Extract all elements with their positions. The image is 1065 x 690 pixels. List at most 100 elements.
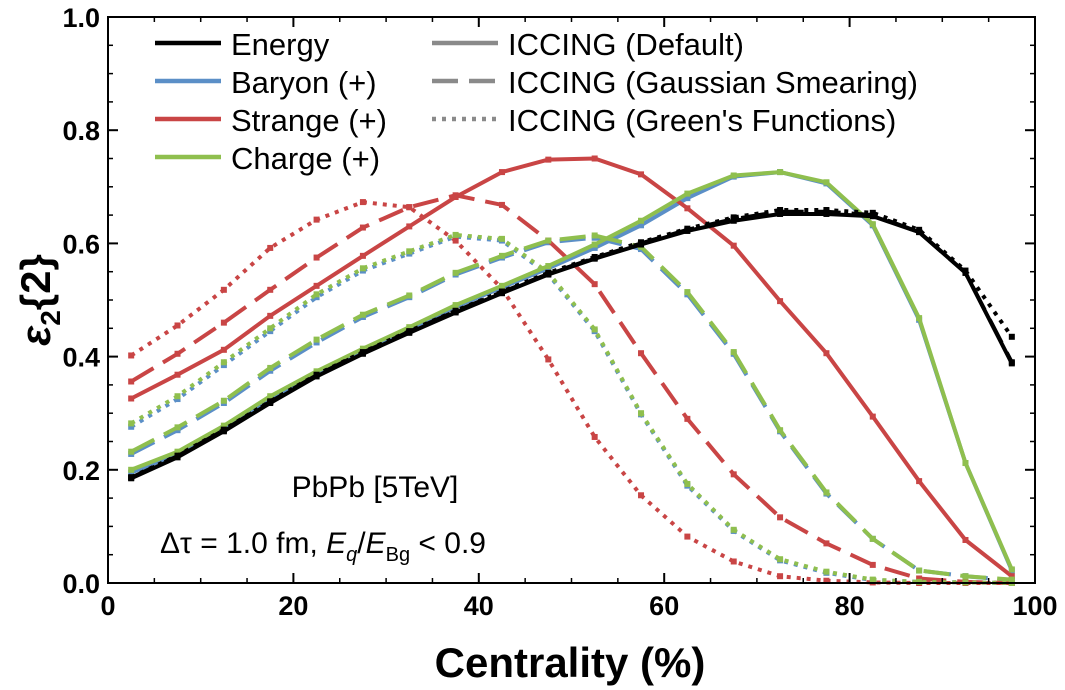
series-line bbox=[130, 233, 1012, 582]
data-point bbox=[313, 336, 320, 343]
data-point bbox=[869, 209, 876, 216]
data-point bbox=[730, 526, 737, 533]
data-point bbox=[916, 575, 923, 582]
data-point bbox=[452, 269, 459, 276]
data-point bbox=[406, 223, 413, 230]
y-axis-title-sub: 2 bbox=[35, 310, 66, 326]
data-point bbox=[128, 420, 135, 427]
data-point bbox=[174, 322, 181, 329]
data-point bbox=[128, 352, 135, 359]
data-point bbox=[916, 578, 923, 585]
data-point bbox=[313, 371, 320, 378]
data-point bbox=[823, 489, 830, 496]
data-point bbox=[313, 291, 320, 298]
data-point bbox=[267, 312, 274, 319]
data-point bbox=[638, 239, 645, 246]
x-tick-label: 0 bbox=[100, 591, 115, 621]
data-point bbox=[267, 393, 274, 400]
data-point bbox=[498, 252, 505, 259]
y-tick-label: 0.0 bbox=[62, 569, 100, 599]
data-point bbox=[452, 237, 459, 244]
legend-label: ICCING (Default) bbox=[508, 27, 744, 62]
data-point bbox=[869, 535, 876, 542]
annotation-eq-sub: q bbox=[346, 544, 357, 566]
data-point bbox=[174, 448, 181, 455]
data-point bbox=[220, 359, 227, 366]
data-point bbox=[1008, 333, 1015, 340]
data-point bbox=[220, 319, 227, 326]
data-point bbox=[638, 217, 645, 224]
data-point bbox=[962, 460, 969, 467]
data-point bbox=[777, 556, 784, 563]
x-tick-label: 20 bbox=[278, 591, 308, 621]
data-point bbox=[684, 205, 691, 212]
data-point bbox=[545, 263, 552, 270]
data-point bbox=[777, 169, 784, 176]
data-point bbox=[823, 568, 830, 575]
data-point bbox=[869, 576, 876, 583]
data-point bbox=[684, 289, 691, 296]
data-point bbox=[823, 577, 830, 584]
x-tick-label: 40 bbox=[464, 591, 494, 621]
data-point bbox=[777, 514, 784, 521]
data-point bbox=[313, 368, 320, 375]
data-point bbox=[267, 364, 274, 371]
data-point bbox=[267, 398, 274, 405]
data-point bbox=[591, 326, 598, 333]
data-point bbox=[638, 171, 645, 178]
data-point bbox=[313, 216, 320, 223]
data-point bbox=[962, 267, 969, 274]
data-point bbox=[406, 204, 413, 211]
legend-label: Charge (+) bbox=[231, 141, 380, 176]
annotation-system: PbPb [5TeV] bbox=[292, 471, 459, 504]
data-point bbox=[591, 241, 598, 248]
data-point bbox=[174, 424, 181, 431]
data-point bbox=[359, 349, 366, 356]
data-point bbox=[730, 558, 737, 565]
data-point bbox=[128, 423, 135, 430]
series-line bbox=[130, 209, 1014, 480]
data-point bbox=[591, 433, 598, 440]
data-point bbox=[591, 232, 598, 239]
data-point bbox=[869, 561, 876, 568]
data-point bbox=[406, 324, 413, 331]
y-tick-label: 0.8 bbox=[62, 116, 100, 146]
data-point bbox=[545, 237, 552, 244]
data-point bbox=[638, 492, 645, 499]
data-point bbox=[730, 214, 737, 221]
data-point bbox=[916, 226, 923, 233]
data-point bbox=[962, 536, 969, 543]
y-tick-label: 0.4 bbox=[62, 343, 100, 373]
data-point bbox=[1008, 359, 1015, 366]
data-point bbox=[684, 415, 691, 422]
data-point bbox=[174, 371, 181, 378]
data-point bbox=[174, 350, 181, 357]
data-point bbox=[823, 540, 830, 547]
data-point bbox=[916, 567, 923, 574]
data-point bbox=[220, 422, 227, 429]
axis-ticks: 0 20 40 60 80 100 0.0 0.2 0.4 0.6 0.8 1.0 bbox=[62, 3, 1057, 621]
data-point bbox=[452, 231, 459, 238]
data-point bbox=[220, 426, 227, 433]
data-point bbox=[916, 315, 923, 322]
data-point bbox=[545, 269, 552, 276]
data-point bbox=[267, 244, 274, 251]
data-point bbox=[545, 356, 552, 363]
data-point bbox=[406, 248, 413, 255]
y-axis-title-main: ε bbox=[12, 325, 59, 346]
data-point bbox=[869, 221, 876, 228]
data-point bbox=[823, 179, 830, 186]
x-tick-label: 100 bbox=[1012, 591, 1057, 621]
y-tick-label: 1.0 bbox=[62, 3, 100, 33]
data-point bbox=[638, 350, 645, 357]
data-point bbox=[730, 242, 737, 249]
annotation-eb-sub: Bg bbox=[386, 544, 410, 566]
data-point bbox=[498, 235, 505, 242]
data-point bbox=[452, 302, 459, 309]
data-point bbox=[220, 397, 227, 404]
data-point bbox=[591, 244, 598, 251]
data-point bbox=[777, 427, 784, 434]
